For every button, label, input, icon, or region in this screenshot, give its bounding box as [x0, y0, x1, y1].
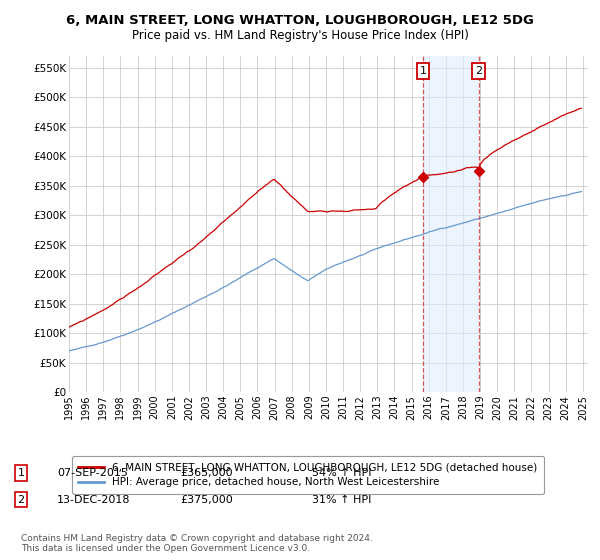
- Text: £365,000: £365,000: [180, 468, 233, 478]
- Text: 6, MAIN STREET, LONG WHATTON, LOUGHBOROUGH, LE12 5DG: 6, MAIN STREET, LONG WHATTON, LOUGHBOROU…: [66, 14, 534, 27]
- Text: 2: 2: [475, 66, 482, 76]
- Text: 1: 1: [17, 468, 25, 478]
- Text: Contains HM Land Registry data © Crown copyright and database right 2024.
This d: Contains HM Land Registry data © Crown c…: [21, 534, 373, 553]
- Text: Price paid vs. HM Land Registry's House Price Index (HPI): Price paid vs. HM Land Registry's House …: [131, 29, 469, 42]
- Text: 31% ↑ HPI: 31% ↑ HPI: [312, 494, 371, 505]
- Bar: [423, 56, 479, 392]
- Legend: 6, MAIN STREET, LONG WHATTON, LOUGHBOROUGH, LE12 5DG (detached house), HPI: Aver: 6, MAIN STREET, LONG WHATTON, LOUGHBOROU…: [71, 456, 544, 494]
- Text: £375,000: £375,000: [180, 494, 233, 505]
- Text: 1: 1: [419, 66, 427, 76]
- Text: 54% ↑ HPI: 54% ↑ HPI: [312, 468, 371, 478]
- Text: 13-DEC-2018: 13-DEC-2018: [57, 494, 131, 505]
- Text: 2: 2: [17, 494, 25, 505]
- Text: 07-SEP-2015: 07-SEP-2015: [57, 468, 128, 478]
